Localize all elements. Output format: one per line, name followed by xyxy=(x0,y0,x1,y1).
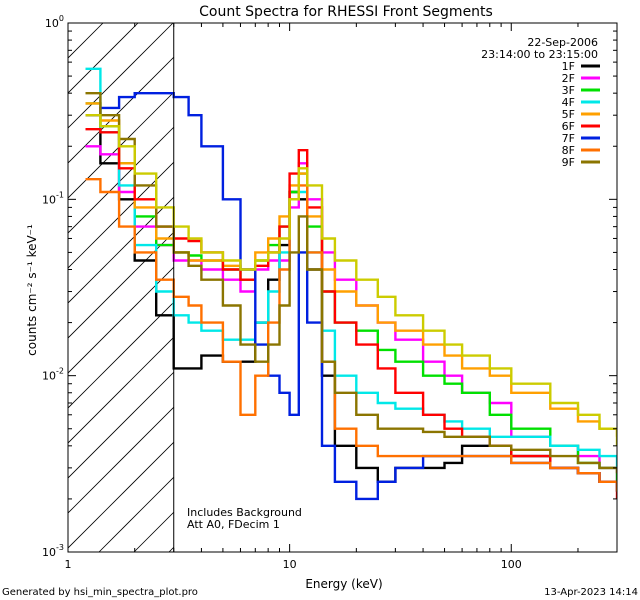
hatch-line xyxy=(68,23,174,129)
footer-timestamp: 13-Apr-2023 14:14 xyxy=(544,587,638,598)
x-tick-label: 100 xyxy=(501,558,522,571)
y-tick-label: 100 xyxy=(45,14,64,30)
legend-label: 6F xyxy=(562,120,575,133)
hatch-line xyxy=(68,23,139,94)
legend-label: 8F xyxy=(562,144,575,157)
chart-title: Count Spectra for RHESSI Front Segments xyxy=(199,4,493,20)
legend-label: 1F xyxy=(562,60,575,73)
x-tick-label: 10 xyxy=(283,558,297,571)
hatch-line xyxy=(68,23,209,164)
legend-label: 4F xyxy=(562,96,575,109)
legend-label: 3F xyxy=(562,84,575,97)
legend-label: 9F xyxy=(562,156,575,169)
legend-label: 5F xyxy=(562,108,575,121)
legend-label: 2F xyxy=(562,72,575,85)
background-note: Includes Background xyxy=(187,506,302,519)
y-axis-label: counts cm⁻² s⁻¹ keV⁻¹ xyxy=(25,224,39,356)
axis-ticks: 1 10 100 10-3 10-2 10-1 100 xyxy=(42,14,618,571)
observation-date: 22-Sep-2006 xyxy=(527,36,598,49)
plot-frame xyxy=(67,22,618,553)
x-axis-label: Energy (keV) xyxy=(305,577,382,591)
y-tick-label: 10-2 xyxy=(42,367,64,383)
plot-notes: Includes Background Att A0, FDecim 1 xyxy=(187,506,302,531)
y-tick-label: 10-3 xyxy=(42,543,64,559)
x-tick-label: 1 xyxy=(65,558,72,571)
attenuator-note: Att A0, FDecim 1 xyxy=(187,518,280,531)
observation-time-range: 23:14:00 to 23:15:00 xyxy=(481,48,598,61)
footer-generator: Generated by hsi_min_spectra_plot.pro xyxy=(2,587,198,598)
legend-label: 7F xyxy=(562,132,575,145)
observation-info: 22-Sep-2006 23:14:00 to 23:15:00 xyxy=(481,36,598,61)
y-tick-label: 10-1 xyxy=(42,190,64,206)
hatch-line xyxy=(68,23,244,199)
